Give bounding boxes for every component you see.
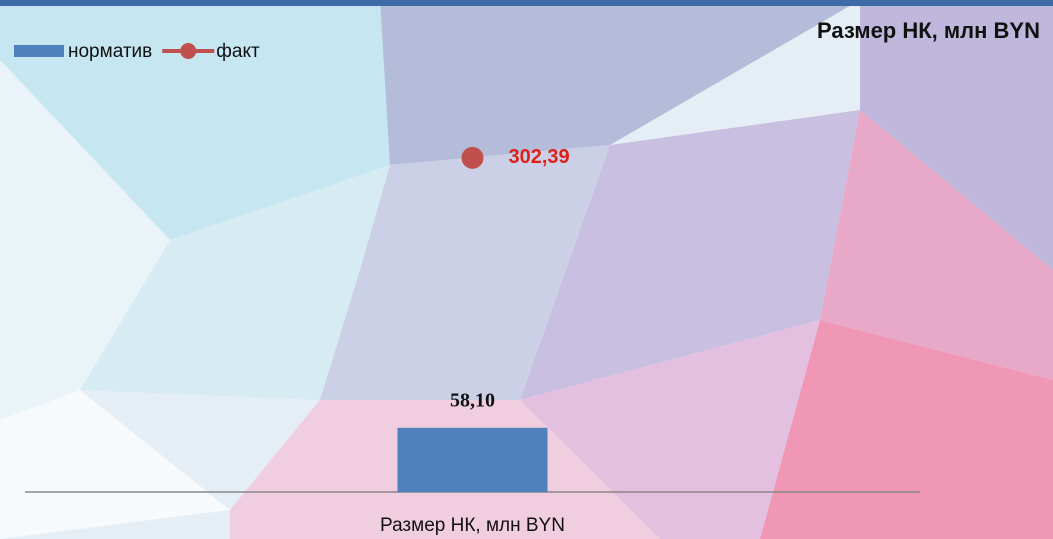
x-tick-label: Размер НК, млн BYN	[380, 515, 565, 536]
legend-marker	[180, 43, 196, 59]
legend-label: норматив	[68, 41, 152, 62]
point	[462, 147, 484, 169]
data-label: 58,10	[450, 389, 495, 411]
chart: Размер НК, млн BYN Размер НК, млн BYN нор…	[0, 0, 1053, 539]
legend-label: факт	[216, 41, 260, 62]
legend-swatch	[14, 45, 64, 57]
chart-title: Размер НК, млн BYN	[817, 18, 1040, 43]
data-label: 302,39	[509, 146, 570, 168]
bar	[398, 428, 548, 492]
